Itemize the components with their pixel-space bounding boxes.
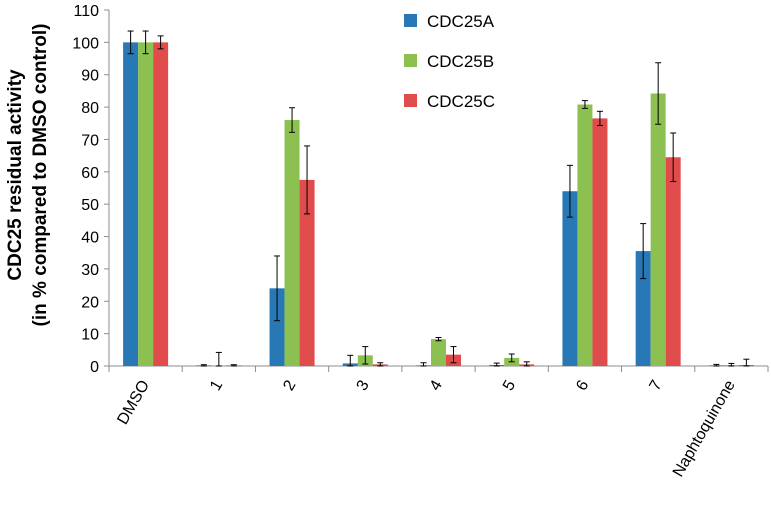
bar-cdc25c [592,118,608,366]
x-tick-label: 5 [500,377,519,393]
bar-cdc25c [665,157,681,366]
y-tick-label: 20 [81,294,99,311]
errorbars-group [127,30,750,367]
y-tick-label: 50 [81,197,99,214]
x-tick-label: Naphtoquinone [670,377,739,480]
bars-group [123,42,754,367]
y-tick-label: 40 [81,230,99,247]
y-tick-label: 60 [81,165,99,182]
y-tick-label: 90 [81,68,99,85]
y-tick-label: 70 [81,132,99,149]
x-tick-label: DMSO [114,378,153,428]
legend-swatch-cdc25b [404,54,417,67]
y-tick-label: 0 [90,359,99,376]
y-axis-label-line2: (in % compared to DMSO control) [30,24,51,327]
bar-cdc25a [269,288,285,366]
legend-label-cdc25a: CDC25A [427,12,495,31]
y-tick-label: 80 [81,100,99,117]
legend-swatch-cdc25c [404,94,417,107]
x-tick-label: 3 [354,377,373,393]
x-tick-label: 7 [646,377,665,393]
y-tick-label: 30 [81,262,99,279]
legend-label-cdc25b: CDC25B [427,52,494,71]
bar-cdc25b [431,339,446,366]
bar-cdc25c [299,179,315,366]
x-tick-label: 1 [207,377,226,393]
y-tick-label: 110 [73,3,99,20]
bar-cdc25b [284,120,300,366]
legend-swatch-cdc25a [404,14,417,27]
x-tick-label: 4 [427,377,446,393]
bar-cdc25a [635,251,651,366]
legend: CDC25A CDC25B CDC25C [404,12,495,111]
x-tick-label: 2 [280,377,299,393]
bar-cdc25b [138,42,154,366]
bar-cdc25a [123,42,139,366]
bar-cdc25a [562,191,578,366]
bar-cdc25b [650,93,666,367]
y-tick-label: 10 [81,327,99,344]
bar-cdc25b [577,104,593,366]
legend-label-cdc25c: CDC25C [427,92,495,111]
x-tick-label: 6 [573,377,592,393]
y-axis-label-line1: CDC25 residual activity [5,69,26,281]
y-tick-label: 100 [72,35,99,52]
bar-cdc25c [153,42,169,366]
